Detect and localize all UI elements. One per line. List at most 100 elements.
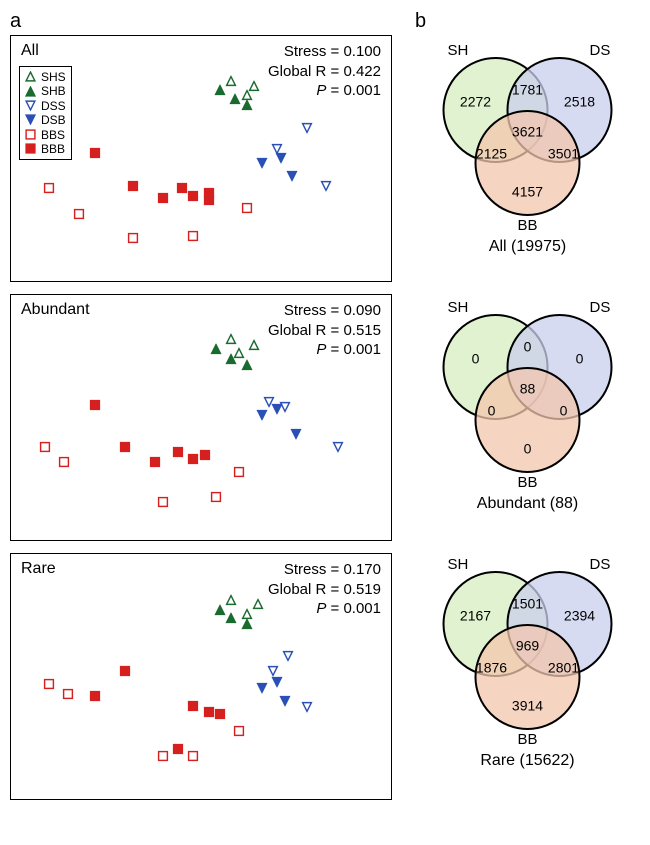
data-point: [272, 402, 283, 413]
data-point: [241, 358, 252, 369]
data-point: [127, 231, 138, 242]
legend-item: SHS: [25, 70, 66, 84]
venn-label-ds: DS: [590, 42, 611, 59]
venn-value-a: 0: [472, 351, 480, 367]
legend-label: SHB: [41, 84, 66, 98]
data-point: [226, 593, 237, 604]
venn-label-ds: DS: [590, 556, 611, 573]
data-point: [226, 611, 237, 622]
data-point: [199, 448, 210, 459]
data-point: [120, 440, 131, 451]
data-point: [321, 179, 332, 190]
data-point: [226, 352, 237, 363]
data-point: [203, 705, 214, 716]
venn-all: SHDSBB2272251841571781212535013621All (1…: [415, 35, 640, 280]
venn-value-abc: 88: [520, 381, 536, 397]
shs-marker-icon: [25, 71, 37, 83]
venn-label-sh: SH: [448, 556, 469, 573]
panel-stats: Stress = 0.170Global R = 0.519P = 0.001: [268, 560, 381, 619]
scatter-panel-abundant: AbundantStress = 0.090Global R = 0.515P …: [10, 294, 392, 541]
panel-title: All: [21, 42, 39, 60]
legend-label: DSS: [41, 99, 66, 113]
venn-rare: SHDSBB216723943914150118762801969Rare (1…: [415, 549, 640, 794]
data-point: [188, 189, 199, 200]
data-point: [302, 700, 313, 711]
legend-item: DSS: [25, 99, 66, 113]
data-point: [120, 664, 131, 675]
data-point: [44, 677, 55, 688]
venn-label-sh: SH: [448, 299, 469, 316]
venn-caption: Abundant (88): [415, 495, 640, 513]
venn-value-ab: 0: [524, 339, 532, 355]
data-point: [89, 398, 100, 409]
data-point: [241, 617, 252, 628]
data-point: [188, 229, 199, 240]
venn-value-ab: 1501: [512, 596, 543, 612]
venn-value-ac: 0: [488, 403, 496, 419]
data-point: [158, 191, 169, 202]
data-point: [203, 193, 214, 204]
data-point: [40, 440, 51, 451]
panel-title: Abundant: [21, 301, 90, 319]
venn-value-b: 2518: [564, 94, 595, 110]
data-point: [332, 440, 343, 451]
data-point: [256, 408, 267, 419]
data-point: [287, 169, 298, 180]
legend-item: BBS: [25, 128, 66, 142]
panel-stats: Stress = 0.100Global R = 0.422P = 0.001: [268, 42, 381, 101]
panel-a-label: a: [10, 10, 400, 33]
data-point: [226, 74, 237, 85]
legend-label: SHS: [41, 70, 66, 84]
venn-value-bc: 3501: [548, 146, 579, 162]
legend-label: BBB: [41, 142, 65, 156]
venn-value-c: 0: [524, 441, 532, 457]
data-point: [89, 146, 100, 157]
venn-value-bc: 0: [560, 403, 568, 419]
data-point: [272, 675, 283, 686]
data-point: [279, 694, 290, 705]
venn-value-b: 2394: [564, 608, 595, 624]
data-point: [158, 749, 169, 760]
legend-item: SHB: [25, 84, 66, 98]
data-point: [89, 689, 100, 700]
data-point: [158, 495, 169, 506]
venn-label-sh: SH: [448, 42, 469, 59]
venn-value-c: 3914: [512, 698, 543, 714]
data-point: [268, 664, 279, 675]
data-point: [291, 427, 302, 438]
dsb-marker-icon: [25, 114, 37, 126]
bbs-marker-icon: [25, 129, 37, 141]
data-point: [230, 92, 241, 103]
data-point: [256, 156, 267, 167]
legend: SHSSHBDSSDSBBBSBBB: [19, 66, 72, 160]
data-point: [241, 201, 252, 212]
data-point: [177, 181, 188, 192]
data-point: [234, 724, 245, 735]
venn-label-ds: DS: [590, 299, 611, 316]
data-point: [173, 742, 184, 753]
data-point: [283, 649, 294, 660]
venn-abundant: SHDSBB00000088Abundant (88): [415, 292, 640, 537]
data-point: [211, 490, 222, 501]
data-point: [63, 687, 74, 698]
data-point: [253, 597, 264, 608]
venn-value-a: 2272: [460, 94, 491, 110]
dss-marker-icon: [25, 100, 37, 112]
data-point: [188, 699, 199, 710]
data-point: [188, 452, 199, 463]
venn-value-b: 0: [576, 351, 584, 367]
data-point: [59, 455, 70, 466]
venn-value-abc: 969: [516, 638, 540, 654]
venn-value-ab: 1781: [512, 82, 543, 98]
panel-title: Rare: [21, 560, 56, 578]
venn-label-bb: BB: [518, 217, 538, 234]
legend-item: BBB: [25, 142, 66, 156]
venn-value-abc: 3621: [512, 124, 543, 140]
venn-value-bc: 2801: [548, 660, 579, 676]
data-point: [302, 121, 313, 132]
legend-label: BBS: [41, 128, 65, 142]
bbb-marker-icon: [25, 143, 37, 155]
scatter-panel-rare: Rare Stress = 0.170Global R = 0.519P = 0.…: [10, 553, 392, 800]
venn-value-ac: 2125: [476, 146, 507, 162]
scatter-panel-all: All Stress = 0.100Global R = 0.422P = 0.0…: [10, 35, 392, 282]
